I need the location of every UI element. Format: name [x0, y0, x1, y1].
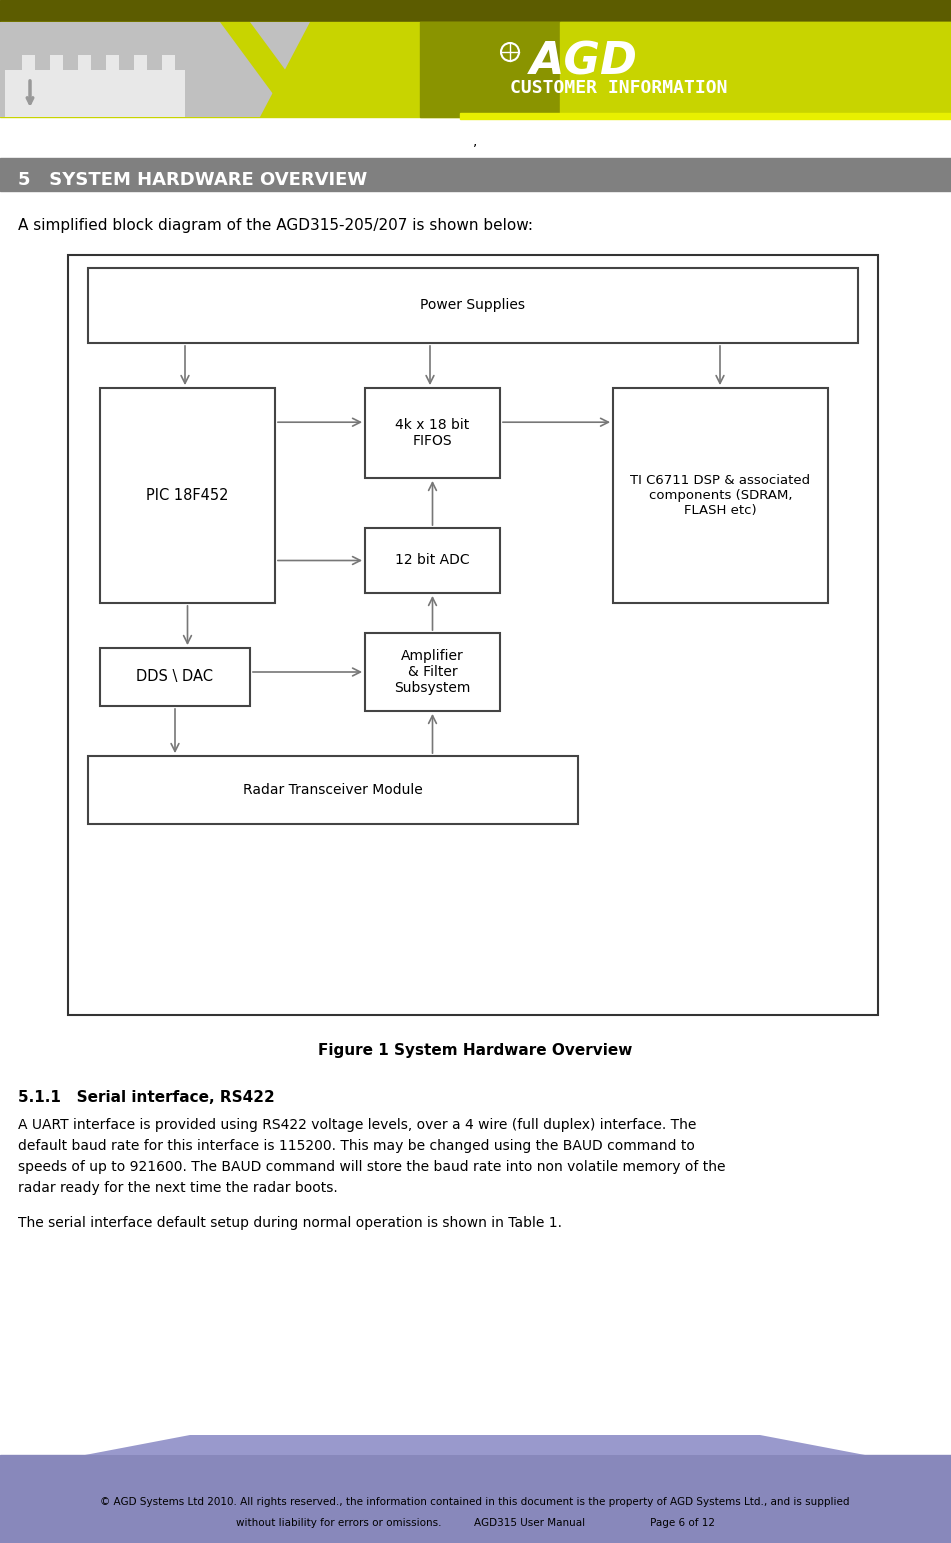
Bar — [88, 268, 858, 343]
Text: 12 bit ADC: 12 bit ADC — [396, 554, 470, 568]
Text: © AGD Systems Ltd 2010. All rights reserved., the information contained in this : © AGD Systems Ltd 2010. All rights reser… — [100, 1497, 850, 1508]
Bar — [365, 633, 500, 711]
Text: Figure 1 System Hardware Overview: Figure 1 System Hardware Overview — [318, 1043, 632, 1057]
Bar — [0, 0, 951, 22]
Text: 5.1.1   Serial interface, RS422: 5.1.1 Serial interface, RS422 — [18, 1089, 275, 1105]
Text: A UART interface is provided using RS422 voltage levels, over a 4 wire (full dup: A UART interface is provided using RS422… — [18, 1119, 696, 1133]
Bar — [100, 387, 275, 603]
Text: PIC 18F452: PIC 18F452 — [146, 488, 229, 503]
Text: Amplifier
& Filter
Subsystem: Amplifier & Filter Subsystem — [395, 648, 471, 696]
Text: without liability for errors or omissions.          AGD315 User Manual          : without liability for errors or omission… — [236, 1518, 714, 1528]
Polygon shape — [5, 56, 185, 117]
Bar — [88, 756, 578, 824]
Bar — [365, 528, 500, 593]
Bar — [0, 1455, 951, 1543]
Bar — [420, 22, 951, 117]
Bar — [68, 255, 878, 1015]
Text: speeds of up to 921600. The BAUD command will store the baud rate into non volat: speeds of up to 921600. The BAUD command… — [18, 1160, 726, 1174]
Text: CUSTOMER INFORMATION: CUSTOMER INFORMATION — [510, 79, 728, 97]
Text: 4k x 18 bit
FIFOS: 4k x 18 bit FIFOS — [396, 418, 470, 447]
Polygon shape — [0, 22, 310, 117]
Text: A simplified block diagram of the AGD315-205/207 is shown below:: A simplified block diagram of the AGD315… — [18, 218, 533, 233]
Text: default baud rate for this interface is 115200. This may be changed using the BA: default baud rate for this interface is … — [18, 1139, 695, 1153]
Polygon shape — [85, 1435, 865, 1455]
Text: radar ready for the next time the radar boots.: radar ready for the next time the radar … — [18, 1180, 338, 1194]
Bar — [365, 387, 500, 478]
Bar — [560, 22, 951, 117]
Polygon shape — [220, 22, 320, 117]
Bar — [100, 648, 250, 707]
Text: Radar Transceiver Module: Radar Transceiver Module — [243, 782, 423, 798]
Text: 5   SYSTEM HARDWARE OVERVIEW: 5 SYSTEM HARDWARE OVERVIEW — [18, 171, 367, 188]
Bar — [0, 1460, 951, 1543]
Text: The serial interface default setup during normal operation is shown in Table 1.: The serial interface default setup durin… — [18, 1216, 562, 1230]
Bar — [613, 387, 828, 603]
Bar — [0, 22, 951, 117]
Text: DDS \ DAC: DDS \ DAC — [137, 670, 214, 685]
Bar — [460, 113, 951, 119]
Text: Power Supplies: Power Supplies — [420, 298, 526, 313]
Text: AGD: AGD — [530, 40, 638, 83]
Text: ,: , — [473, 134, 477, 148]
Bar — [0, 157, 951, 191]
Text: TI C6711 DSP & associated
components (SDRAM,
FLASH etc): TI C6711 DSP & associated components (SD… — [631, 474, 810, 517]
